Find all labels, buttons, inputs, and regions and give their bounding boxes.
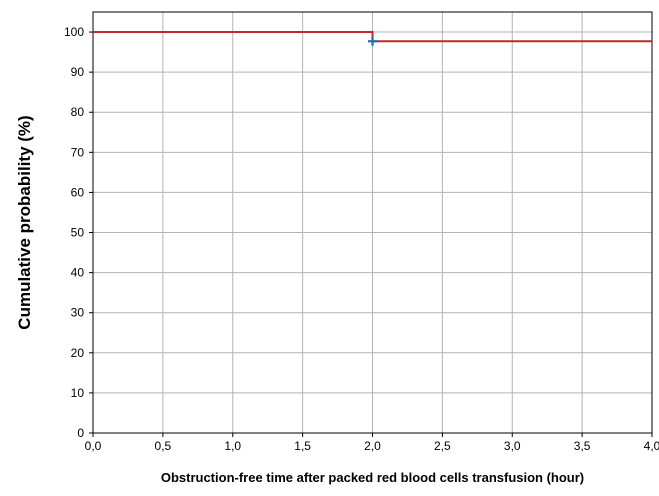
y-tick-label: 50 — [71, 226, 85, 240]
series-line-0 — [93, 31, 652, 43]
y-tick-label: 10 — [71, 386, 85, 400]
y-tick-label: 20 — [71, 346, 85, 360]
y-tick-label: 90 — [71, 65, 85, 79]
x-tick-label: 3,0 — [504, 439, 521, 453]
x-tick-label: 2,0 — [364, 439, 381, 453]
censor-mark — [368, 36, 377, 46]
y-tick-label: 40 — [71, 266, 85, 280]
x-tick-label: 1,5 — [294, 439, 311, 453]
grid-layer — [93, 12, 652, 433]
x-tick-label: 0,0 — [85, 439, 102, 453]
x-tick-label: 4,0 — [644, 439, 659, 453]
x-tick-label: 1,0 — [224, 439, 241, 453]
y-axis-title: Cumulative probability (%) — [15, 115, 34, 329]
y-tick-label: 100 — [64, 25, 84, 39]
y-tick-label: 70 — [71, 145, 85, 159]
y-tick-label: 80 — [71, 105, 85, 119]
x-axis-title: Obstruction-free time after packed red b… — [161, 470, 584, 485]
x-tick-label: 0,5 — [155, 439, 172, 453]
y-tick-label: 60 — [71, 185, 85, 199]
x-tick-label: 2,5 — [434, 439, 451, 453]
x-tick-label: 3,5 — [574, 439, 591, 453]
y-tick-label: 30 — [71, 306, 85, 320]
series-layer — [93, 31, 652, 46]
y-tick-labels: 0 10 20 30 40 50 60 70 80 90 100 — [64, 25, 93, 440]
x-tick-labels: 0,0 0,5 1,0 1,5 2,0 2,5 3,0 3,5 4,0 — [85, 433, 659, 453]
y-tick-label: 0 — [77, 426, 84, 440]
